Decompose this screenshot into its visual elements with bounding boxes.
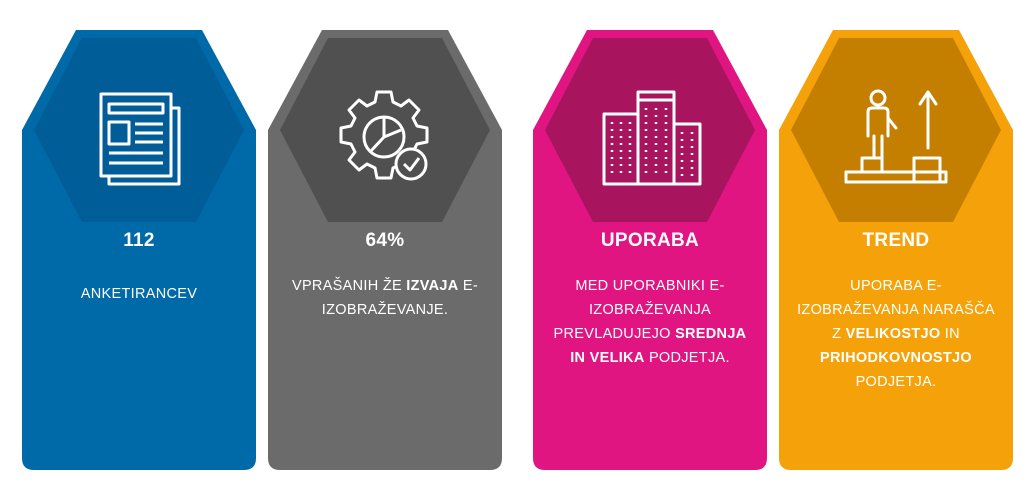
card-text: VPRAŠANIH ŽE IZVAJA E-IZOBRAŽEVANJE. [291, 278, 479, 318]
card-title: 112 [123, 230, 155, 251]
card-title: 64% [365, 230, 405, 251]
card-text: UPORABA E-IZOBRAŽEVANJA NARAŠČA Z VELIKO… [797, 278, 995, 390]
card-background [268, 30, 502, 470]
card-background [533, 30, 767, 470]
growth-stairs-icon [844, 89, 948, 184]
card-title: TREND [862, 230, 930, 251]
gear-check-icon [339, 90, 429, 181]
stat-card-respondents: 112 ANKETIRANCEV [22, 30, 256, 470]
card-background [779, 30, 1013, 470]
stat-card-trend: TREND UPORABA E-IZOBRAŽEVANJA NARAŠČA Z … [779, 30, 1013, 470]
stat-card-usage: UPORABA MED UPORABNIKI E-IZOBRAŽEVANJA P… [533, 30, 767, 470]
card-text: ANKETIRANCEV [80, 286, 198, 302]
card-background [22, 30, 256, 470]
newspaper-icon [99, 92, 181, 186]
card-text: MED UPORABNIKI E-IZOBRAŽEVANJA PREVLADUJ… [553, 278, 747, 366]
buildings-icon [602, 90, 702, 186]
stat-card-percentage: 64% VPRAŠANIH ŽE IZVAJA E-IZOBRAŽEVANJE. [268, 30, 502, 470]
card-title: UPORABA [600, 230, 700, 251]
